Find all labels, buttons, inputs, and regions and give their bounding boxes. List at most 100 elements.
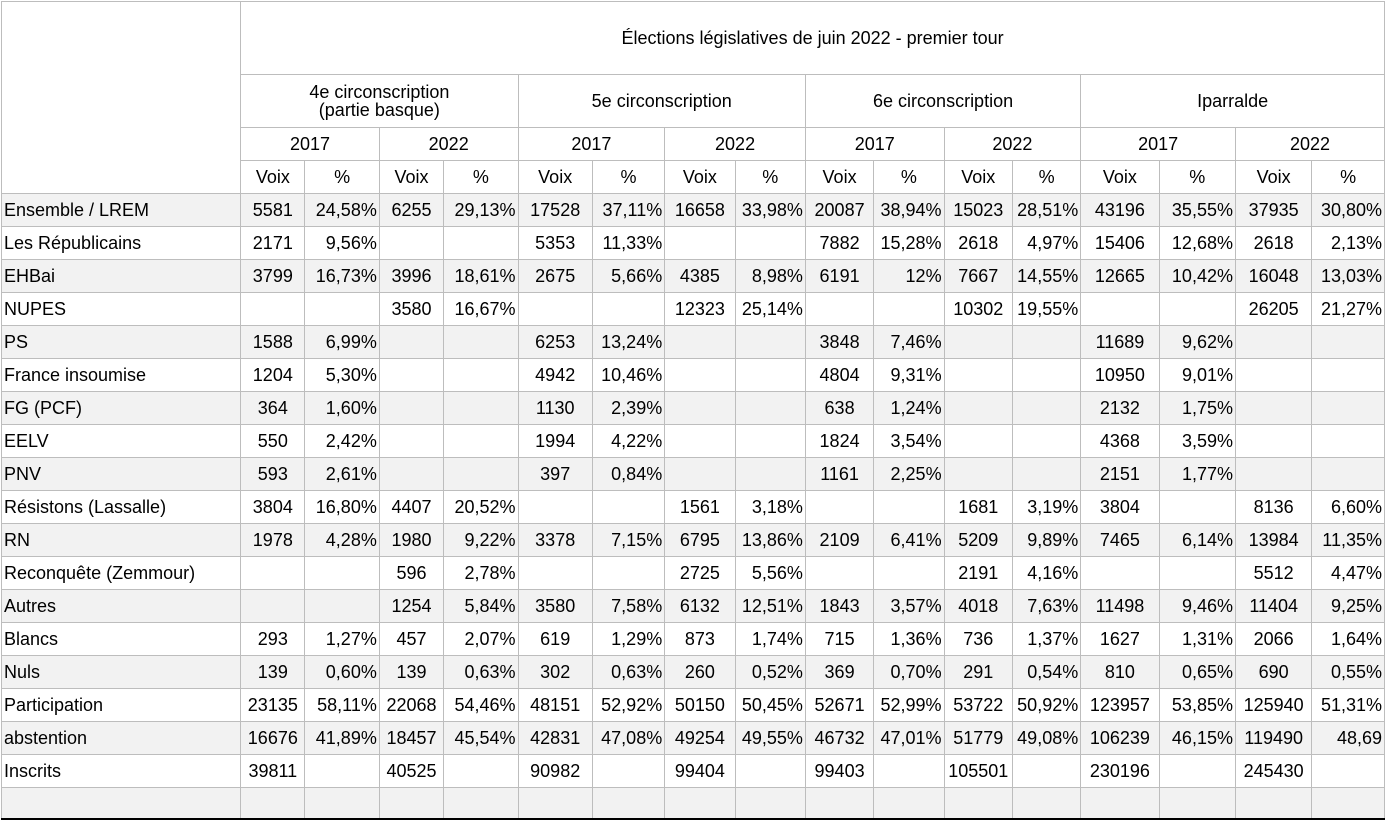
votes-cell <box>804 490 875 524</box>
percent-cell: 2,25% <box>873 457 945 491</box>
votes-cell: 48151 <box>517 688 593 722</box>
votes-cell <box>1234 358 1313 392</box>
empty-cell <box>1080 787 1160 820</box>
votes-cell: 810 <box>1080 655 1160 689</box>
votes-cell: 139 <box>240 655 306 689</box>
percent-header: % <box>1158 160 1236 194</box>
votes-cell <box>240 292 306 326</box>
district-header: 4e circonscription (partie basque) <box>240 74 519 128</box>
table-row: PNV 593 2,61% 397 0,84% 1161 2,25% 2151 1,77% <box>0 457 1385 491</box>
percent-cell: 50,92% <box>1011 688 1082 722</box>
empty-cell <box>664 787 736 820</box>
percent-cell <box>591 292 666 326</box>
votes-cell: 1824 <box>804 424 875 458</box>
empty-cell <box>804 787 875 820</box>
percent-cell: 7,63% <box>1011 589 1082 623</box>
row-label: Reconquête (Zemmour) <box>0 556 242 590</box>
row-label: Participation <box>0 688 242 722</box>
votes-cell: 2191 <box>943 556 1013 590</box>
percent-cell: 13,24% <box>591 325 666 359</box>
votes-cell: 40525 <box>378 754 445 788</box>
votes-cell: 49254 <box>664 721 736 755</box>
percent-cell: 3,57% <box>873 589 945 623</box>
percent-cell: 2,13% <box>1311 226 1385 260</box>
votes-cell: 638 <box>804 391 875 425</box>
percent-cell: 4,97% <box>1011 226 1082 260</box>
percent-cell <box>873 292 945 326</box>
percent-cell: 10,46% <box>591 358 666 392</box>
votes-cell: 1994 <box>517 424 593 458</box>
percent-cell: 7,46% <box>873 325 945 359</box>
percent-cell: 38,94% <box>873 193 945 227</box>
percent-cell <box>591 490 666 524</box>
percent-cell: 6,14% <box>1158 523 1236 557</box>
percent-cell: 9,89% <box>1011 523 1082 557</box>
year-header: 2017 <box>1080 127 1236 161</box>
votes-cell: 1681 <box>943 490 1013 524</box>
percent-cell: 1,24% <box>873 391 945 425</box>
votes-cell: 3804 <box>240 490 306 524</box>
votes-cell: 457 <box>378 622 445 656</box>
percent-cell: 14,55% <box>1011 259 1082 293</box>
year-header: 2022 <box>1234 127 1386 161</box>
empty-cell <box>1011 787 1082 820</box>
year-header: 2022 <box>378 127 519 161</box>
percent-cell <box>443 358 519 392</box>
row-label: France insoumise <box>0 358 242 392</box>
votes-cell: 3848 <box>804 325 875 359</box>
percent-cell: 1,74% <box>734 622 806 656</box>
votes-cell: 3804 <box>1080 490 1160 524</box>
percent-cell: 1,29% <box>591 622 666 656</box>
empty-cell <box>378 787 445 820</box>
votes-cell: 550 <box>240 424 306 458</box>
percent-cell: 16,67% <box>443 292 519 326</box>
percent-cell: 0,55% <box>1311 655 1385 689</box>
percent-cell <box>591 556 666 590</box>
table-row: Résistons (Lassalle) 3804 16,80% 4407 20,52%… <box>0 490 1385 524</box>
votes-header: Voix <box>1234 160 1313 194</box>
votes-cell: 2109 <box>804 523 875 557</box>
row-label: Les Républicains <box>0 226 242 260</box>
votes-cell <box>517 292 593 326</box>
percent-cell: 10,42% <box>1158 259 1236 293</box>
votes-cell: 1254 <box>378 589 445 623</box>
votes-cell: 10302 <box>943 292 1013 326</box>
percent-cell: 45,54% <box>443 721 519 755</box>
votes-cell: 10950 <box>1080 358 1160 392</box>
percent-cell: 0,54% <box>1011 655 1082 689</box>
votes-cell: 16048 <box>1234 259 1313 293</box>
votes-cell: 4804 <box>804 358 875 392</box>
percent-cell: 9,46% <box>1158 589 1236 623</box>
percent-cell: 0,65% <box>1158 655 1236 689</box>
percent-cell: 3,54% <box>873 424 945 458</box>
votes-cell: 5581 <box>240 193 306 227</box>
percent-cell: 24,58% <box>304 193 380 227</box>
percent-cell: 9,31% <box>873 358 945 392</box>
votes-cell: 15406 <box>1080 226 1160 260</box>
percent-cell <box>734 358 806 392</box>
percent-header: % <box>873 160 945 194</box>
votes-cell: 1978 <box>240 523 306 557</box>
votes-cell: 3580 <box>378 292 445 326</box>
percent-cell: 2,78% <box>443 556 519 590</box>
votes-cell: 715 <box>804 622 875 656</box>
votes-cell: 5209 <box>943 523 1013 557</box>
percent-cell: 11,35% <box>1311 523 1385 557</box>
table-row: Participation 23135 58,11% 22068 54,46% 48151… <box>0 688 1385 722</box>
percent-cell: 25,14% <box>734 292 806 326</box>
table-row: Autres 1254 5,84% 3580 7,58% 6132 12,51% 1843 3,… <box>0 589 1385 623</box>
percent-cell: 1,27% <box>304 622 380 656</box>
percent-cell <box>1011 391 1082 425</box>
votes-cell: 11404 <box>1234 589 1313 623</box>
votes-cell: 2618 <box>943 226 1013 260</box>
percent-cell: 16,73% <box>304 259 380 293</box>
votes-cell <box>804 292 875 326</box>
percent-cell: 4,47% <box>1311 556 1385 590</box>
percent-cell: 20,52% <box>443 490 519 524</box>
empty-cell <box>1234 787 1313 820</box>
district-header: 5e circonscription <box>517 74 806 128</box>
votes-cell: 593 <box>240 457 306 491</box>
votes-cell: 37935 <box>1234 193 1313 227</box>
votes-cell: 2675 <box>517 259 593 293</box>
percent-cell <box>304 292 380 326</box>
